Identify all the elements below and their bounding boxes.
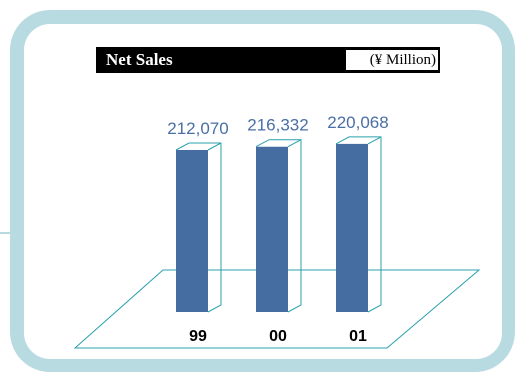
bar-outline-edge (287, 139, 302, 148)
bar-outline-edge (207, 142, 222, 151)
bars-group: 212,070 99 216,332 00 220,068 01 (167, 113, 388, 345)
bar-outline-edge (367, 136, 382, 145)
decorative-line (0, 232, 23, 234)
value-label: 216,332 (247, 116, 308, 135)
value-label: 220,068 (327, 113, 388, 132)
bar (176, 150, 208, 312)
bar (336, 143, 368, 312)
category-label: 00 (269, 328, 287, 345)
category-label: 01 (349, 328, 367, 345)
chart-title: Net Sales (106, 50, 173, 69)
unit-label: (¥ Million) (346, 50, 438, 70)
floor-plane (73, 269, 481, 349)
category-label: 99 (189, 328, 207, 345)
bar (256, 146, 288, 312)
value-label: 212,070 (167, 119, 228, 138)
